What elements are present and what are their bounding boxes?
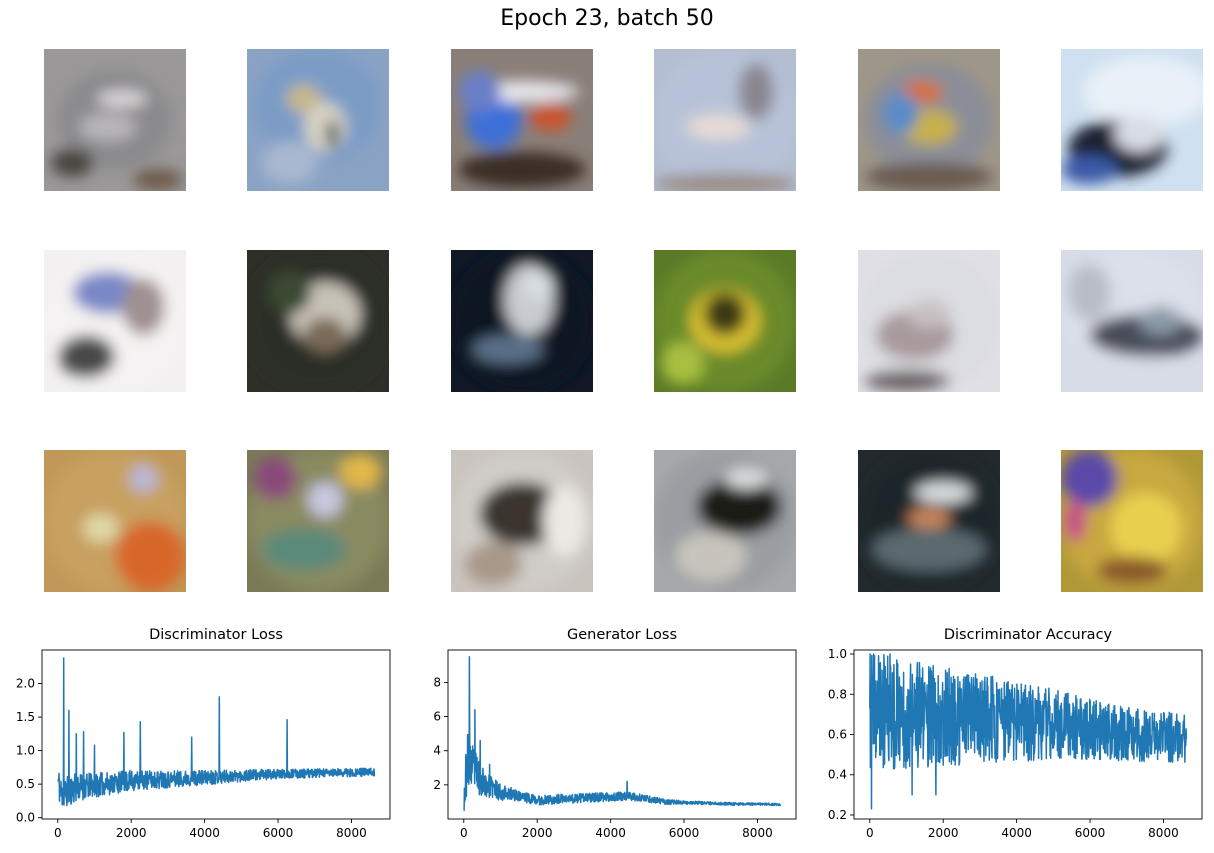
disc-accuracy-title: Discriminator Accuracy (943, 627, 1113, 643)
sample-image (1061, 450, 1203, 592)
x-tick-label: 4000 (189, 826, 220, 840)
y-tick-label: 2 (433, 778, 441, 792)
figure-title: Epoch 23, batch 50 (500, 6, 714, 31)
gen-loss-title: Generator Loss (566, 627, 678, 643)
series-line (57, 657, 376, 807)
y-tick-label: 2.0 (16, 677, 35, 691)
x-tick-label: 6000 (669, 826, 700, 840)
y-tick-label: 1.5 (16, 710, 35, 724)
sample-image (1061, 250, 1203, 392)
x-tick-label: 4000 (595, 826, 626, 840)
y-tick-label: 0.4 (828, 768, 847, 782)
sample-image (451, 450, 593, 592)
x-tick-label: 0 (54, 826, 62, 840)
y-tick-label: 6 (433, 710, 441, 724)
series-line (869, 653, 1188, 810)
x-tick-label: 2000 (522, 826, 553, 840)
sample-image (654, 250, 796, 392)
y-tick-label: 0.6 (828, 728, 847, 742)
y-tick-label: 1.0 (16, 744, 35, 758)
y-tick-label: 0.0 (16, 811, 35, 825)
y-tick-label: 0.5 (16, 777, 35, 791)
y-tick-label: 0.2 (828, 808, 847, 822)
sample-image (858, 49, 1000, 191)
y-tick-label: 8 (433, 675, 441, 689)
x-tick-label: 0 (866, 826, 874, 840)
sample-image (44, 450, 186, 592)
x-tick-label: 6000 (263, 826, 294, 840)
sample-image (44, 250, 186, 392)
disc-loss-chart: 0 2000 4000 6000 8000 0.0 0.5 1.0 1.5 2.0 (16, 649, 391, 840)
sample-image (858, 250, 1000, 392)
sample-image (858, 450, 1000, 592)
sample-image (1061, 49, 1203, 191)
y-tick-label: 4 (433, 744, 441, 758)
axes-frame (41, 649, 391, 820)
sample-image (654, 450, 796, 592)
sample-image (247, 450, 389, 592)
series-line (463, 656, 782, 812)
x-tick-label: 8000 (336, 826, 367, 840)
x-tick-label: 4000 (1001, 826, 1032, 840)
x-tick-label: 2000 (116, 826, 147, 840)
gen-loss-chart: 0 2000 4000 6000 8000 2 4 6 8 (433, 649, 797, 840)
y-tick-label: 1.0 (828, 647, 847, 661)
x-tick-label: 0 (460, 826, 468, 840)
sample-image (451, 49, 593, 191)
x-tick-label: 8000 (742, 826, 773, 840)
disc-accuracy-chart: 0 2000 4000 6000 8000 0.2 0.4 0.6 0.8 1.0 (828, 647, 1203, 840)
sample-image (44, 49, 186, 191)
sample-image (451, 250, 593, 392)
sample-image (654, 49, 796, 191)
y-tick-label: 0.8 (828, 687, 847, 701)
disc-loss-title: Discriminator Loss (149, 627, 283, 643)
x-tick-label: 8000 (1148, 826, 1179, 840)
axes-frame (447, 649, 797, 820)
x-tick-label: 2000 (928, 826, 959, 840)
sample-image (247, 49, 389, 191)
sample-image (247, 250, 389, 392)
x-tick-label: 6000 (1075, 826, 1106, 840)
